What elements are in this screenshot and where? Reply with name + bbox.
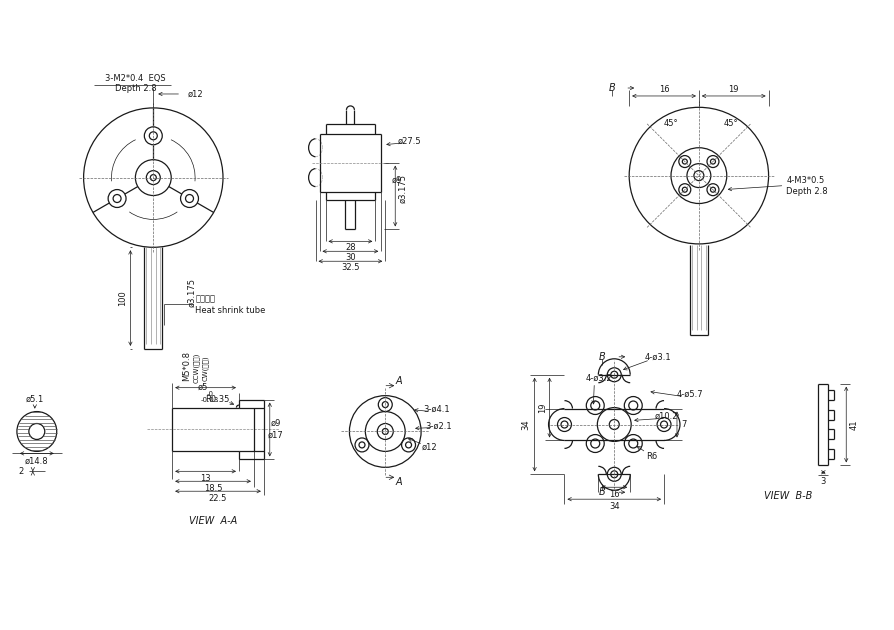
Bar bbox=[239, 408, 254, 452]
Text: 41: 41 bbox=[849, 419, 859, 430]
Text: 18.5: 18.5 bbox=[204, 484, 223, 493]
Text: ø5: ø5 bbox=[198, 383, 208, 392]
Text: 19: 19 bbox=[538, 403, 547, 413]
Text: Heat shrink tube: Heat shrink tube bbox=[195, 306, 266, 314]
Text: 3: 3 bbox=[821, 477, 826, 486]
Text: 4-ø5.7: 4-ø5.7 bbox=[677, 390, 704, 399]
Text: 4-ø3.1: 4-ø3.1 bbox=[645, 352, 671, 362]
Text: R0.35: R0.35 bbox=[205, 395, 229, 404]
Text: ø12: ø12 bbox=[188, 89, 203, 98]
Text: ø17: ø17 bbox=[268, 431, 283, 440]
Text: ø12: ø12 bbox=[421, 443, 437, 452]
Text: 3-ø2.1: 3-ø2.1 bbox=[426, 422, 452, 431]
Text: 34: 34 bbox=[521, 419, 530, 430]
Text: CCW(左旋): CCW(左旋) bbox=[193, 353, 199, 383]
Text: VIEW  B-B: VIEW B-B bbox=[764, 491, 813, 501]
Text: 34: 34 bbox=[609, 501, 620, 511]
Text: -0: -0 bbox=[207, 391, 214, 397]
Text: 3-M2*0.4  EQS: 3-M2*0.4 EQS bbox=[105, 74, 165, 83]
Text: 13: 13 bbox=[200, 474, 211, 483]
Text: CW(右旋): CW(右旋) bbox=[202, 355, 208, 381]
Text: ø3.175: ø3.175 bbox=[399, 174, 408, 203]
Bar bbox=[818, 384, 829, 466]
Text: A: A bbox=[396, 478, 402, 487]
Text: 7: 7 bbox=[681, 420, 687, 429]
Text: 28: 28 bbox=[345, 243, 356, 252]
Text: B: B bbox=[599, 352, 606, 362]
Text: M5*0.8: M5*0.8 bbox=[181, 351, 190, 381]
Text: 45°: 45° bbox=[723, 119, 738, 129]
Text: ø14.8: ø14.8 bbox=[25, 457, 48, 466]
Text: ø5.1: ø5.1 bbox=[26, 395, 44, 404]
Text: 30: 30 bbox=[345, 253, 356, 261]
Text: ø9: ø9 bbox=[271, 419, 281, 428]
Text: -0.03: -0.03 bbox=[201, 397, 219, 403]
Text: ø9: ø9 bbox=[392, 176, 402, 185]
Text: 4-ø3.2: 4-ø3.2 bbox=[586, 374, 612, 383]
Bar bbox=[239, 452, 264, 459]
Text: 45°: 45° bbox=[663, 119, 679, 129]
Text: Depth 2.8: Depth 2.8 bbox=[114, 84, 156, 93]
Text: Depth 2.8: Depth 2.8 bbox=[787, 187, 828, 196]
Text: ø27.5: ø27.5 bbox=[397, 136, 421, 146]
Text: 2: 2 bbox=[18, 467, 23, 476]
Text: R6: R6 bbox=[646, 452, 658, 461]
Text: 32.5: 32.5 bbox=[342, 263, 359, 272]
Text: 3-ø4.1: 3-ø4.1 bbox=[424, 405, 451, 414]
Text: 4-M3*0.5: 4-M3*0.5 bbox=[787, 176, 825, 185]
Bar bbox=[239, 399, 264, 408]
Text: 22.5: 22.5 bbox=[209, 494, 227, 503]
Text: 16: 16 bbox=[659, 84, 670, 93]
Text: ø3.175: ø3.175 bbox=[188, 278, 197, 307]
Text: VIEW  A-A: VIEW A-A bbox=[189, 516, 237, 526]
Text: 19: 19 bbox=[729, 84, 739, 93]
Text: 16: 16 bbox=[609, 490, 620, 499]
Text: B: B bbox=[599, 487, 606, 497]
Text: 100: 100 bbox=[118, 290, 127, 306]
Text: B: B bbox=[609, 83, 616, 93]
Text: A: A bbox=[396, 375, 402, 386]
Text: 热缩套管: 热缩套管 bbox=[195, 295, 215, 304]
Text: ø10.2: ø10.2 bbox=[654, 412, 678, 421]
